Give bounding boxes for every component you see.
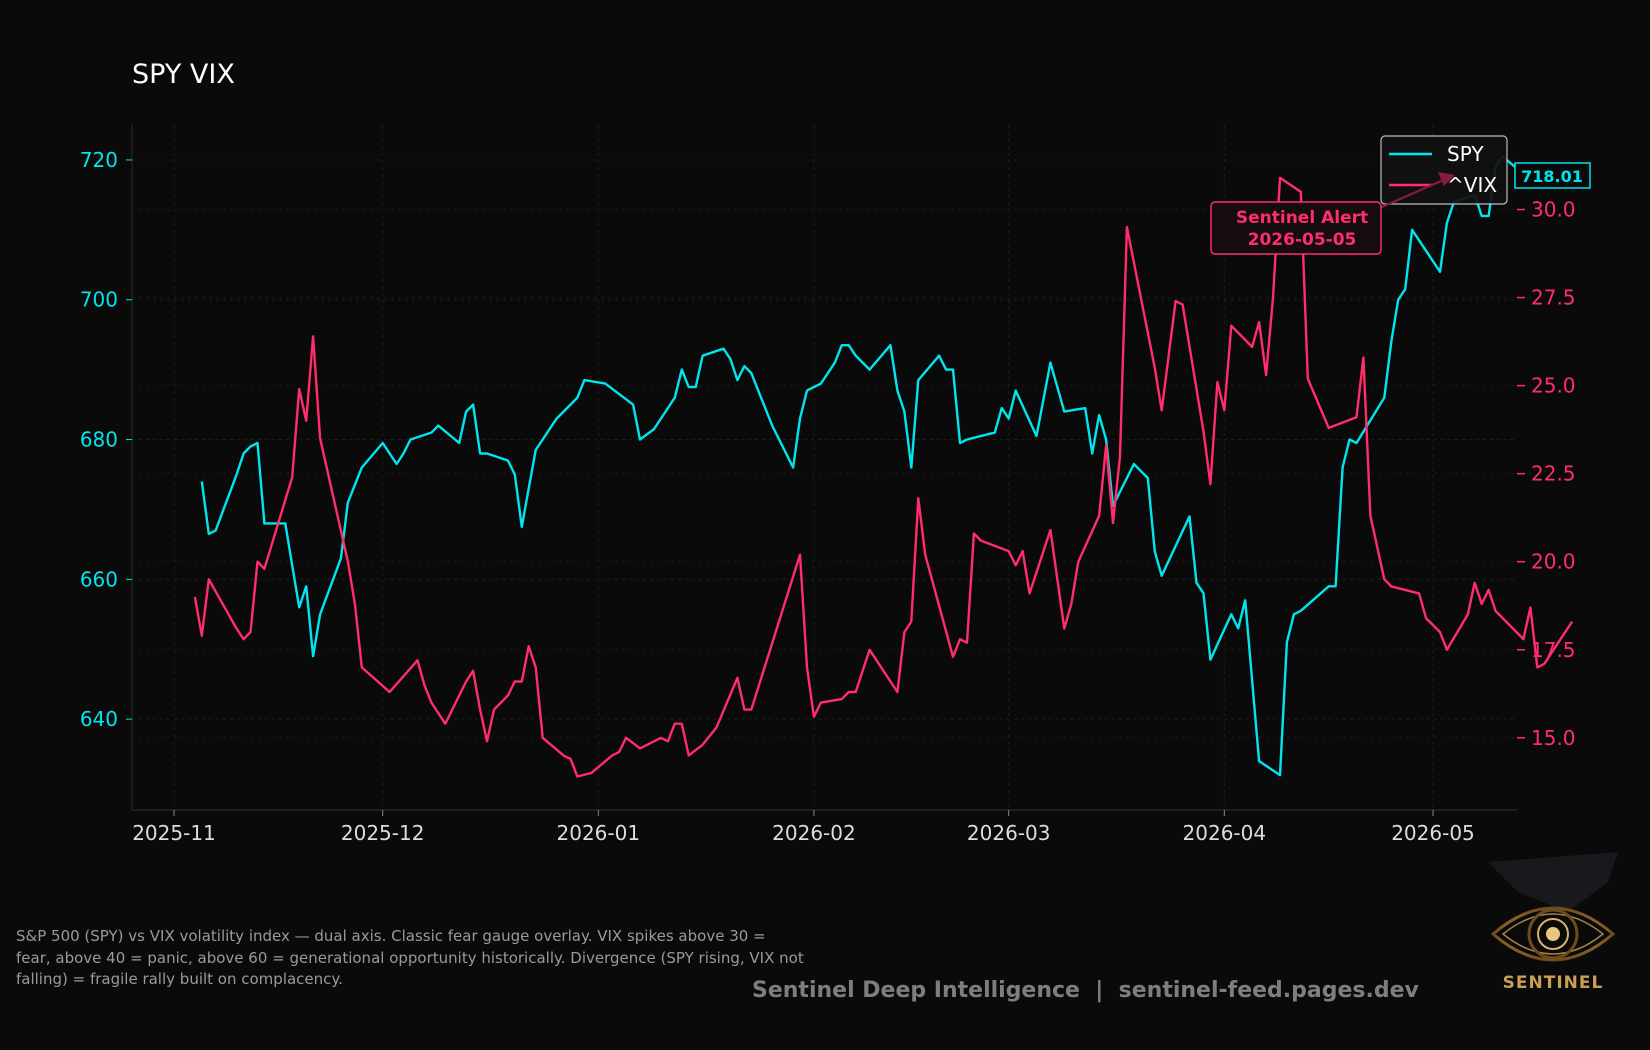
annotation-date: 2026-05-05 xyxy=(1248,230,1357,250)
annotation-title: Sentinel Alert xyxy=(1236,208,1368,228)
x-tick-label: 2026-04 xyxy=(1183,821,1267,845)
vix-series-line xyxy=(193,176,1574,778)
y-right-tick-label: 15.0 xyxy=(1531,726,1576,750)
y-left-tick-label: 700 xyxy=(80,288,118,312)
x-tick-label: 2026-01 xyxy=(557,821,641,845)
annotation-box xyxy=(1210,201,1382,255)
last-price-label: 718.01 xyxy=(1521,167,1583,186)
x-tick-label: 2025-12 xyxy=(341,821,425,845)
x-tick-label: 2026-03 xyxy=(967,821,1051,845)
x-tick-label: 2026-05 xyxy=(1391,821,1475,845)
chart-title: SPY VIX xyxy=(132,59,235,90)
annotation-arrowhead xyxy=(1438,172,1455,186)
caption-line: S&P 500 (SPY) vs VIX volatility index — … xyxy=(16,927,766,945)
y-left-tick-label: 680 xyxy=(80,428,118,452)
footer-branding: Sentinel Deep Intelligence | sentinel-fe… xyxy=(752,978,1419,1003)
legend-label-spy: SPY xyxy=(1447,142,1484,166)
last-price-badge xyxy=(1514,162,1591,189)
y-right-tick-label: 20.0 xyxy=(1531,550,1576,574)
y-left-tick-label: 720 xyxy=(80,148,118,172)
spy-series-line xyxy=(200,155,1525,777)
legend-label-vix: ^VIX xyxy=(1447,173,1497,197)
caption-line: fear, above 40 = panic, above 60 = gener… xyxy=(16,948,804,967)
y-right-tick-label: 25.0 xyxy=(1531,374,1576,398)
caption-line: falling) = fragile rally built on compla… xyxy=(16,970,343,988)
eye-icon xyxy=(1490,906,1616,962)
annotation-arrow-line xyxy=(1374,176,1449,212)
y-right-tick-label: 30.0 xyxy=(1531,198,1576,222)
sentinel-logo: SENTINEL xyxy=(1488,852,1618,993)
x-tick-label: 2025-11 xyxy=(132,821,216,845)
chart-caption: S&P 500 (SPY) vs VIX volatility index — … xyxy=(16,926,856,991)
y-right-tick-label: 22.5 xyxy=(1531,462,1576,486)
logo-text: SENTINEL xyxy=(1503,973,1604,993)
y-left-tick-label: 640 xyxy=(80,707,118,731)
y-left-tick-label: 660 xyxy=(80,567,118,591)
y-right-tick-label: 27.5 xyxy=(1531,286,1576,310)
x-tick-label: 2026-02 xyxy=(772,821,856,845)
